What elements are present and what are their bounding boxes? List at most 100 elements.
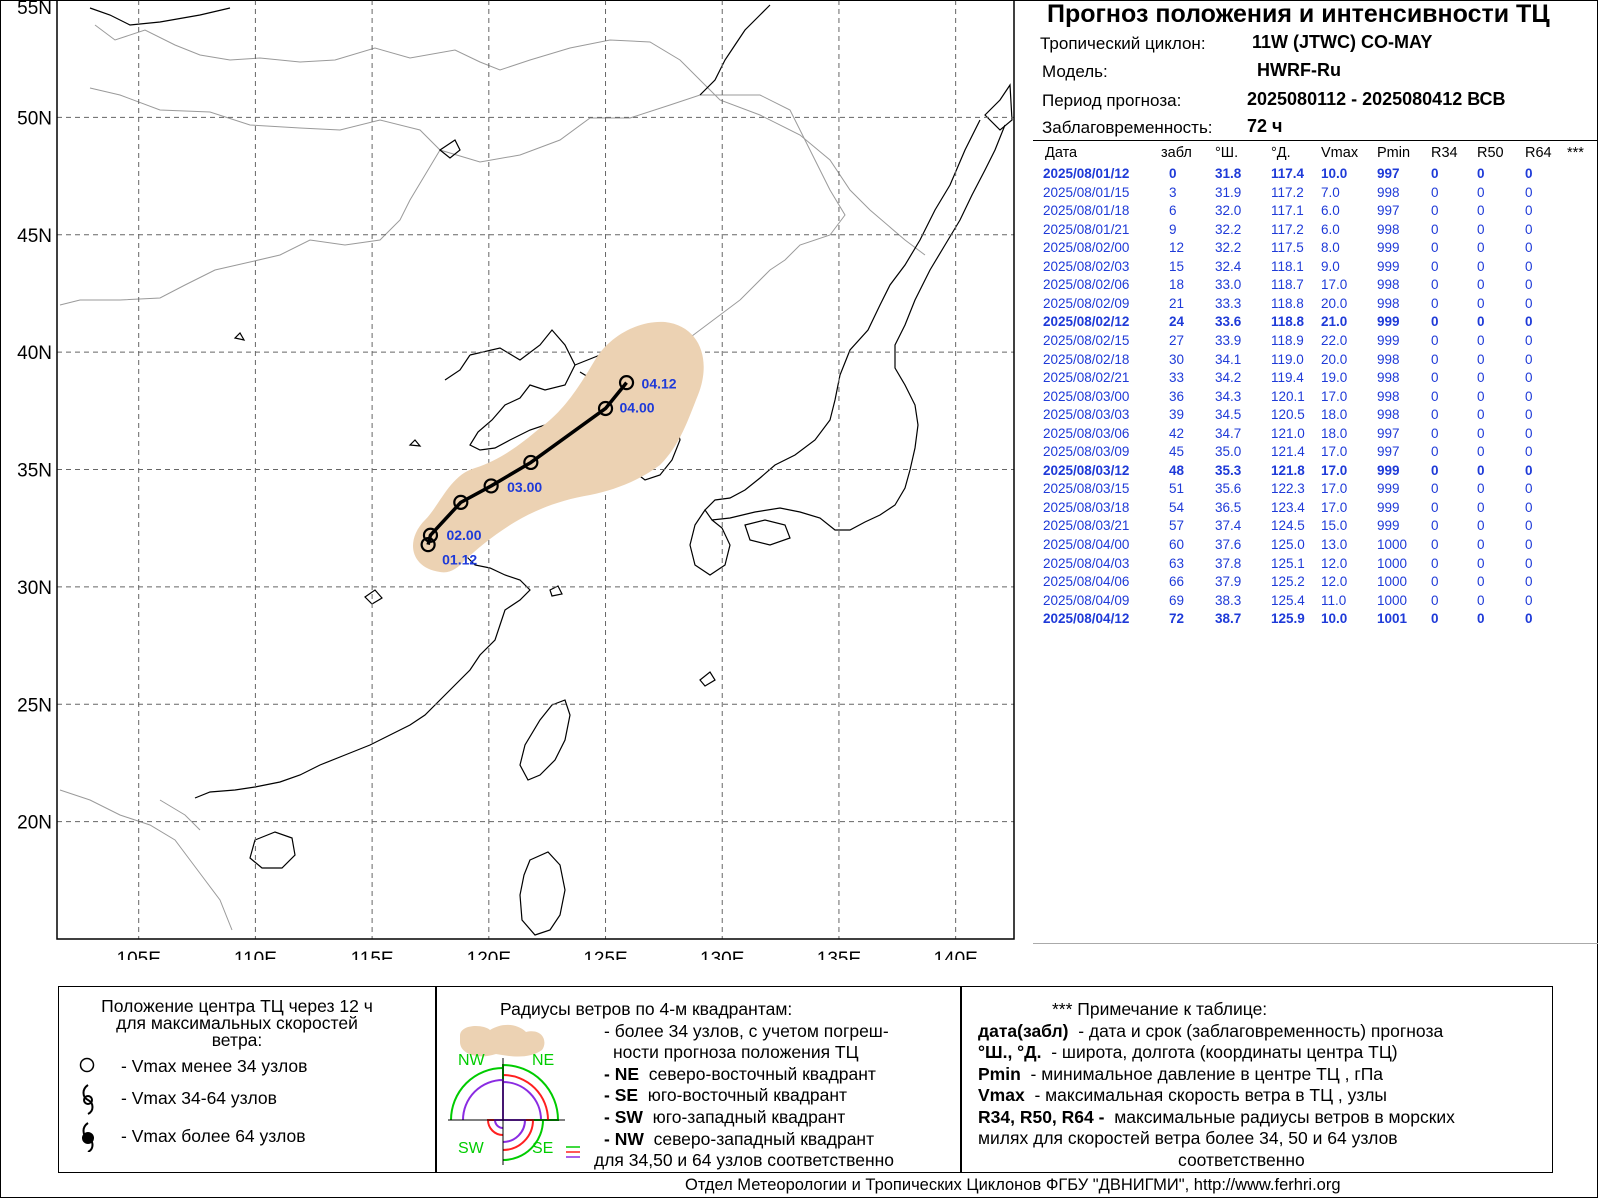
cyclone-value: 11W (JTWC) CO-MAY xyxy=(1252,32,1433,52)
uncertainty-swatch xyxy=(460,1024,545,1057)
table-cell: 0 xyxy=(1477,425,1485,441)
table-header-cell: °Д. xyxy=(1271,145,1291,161)
table-cell: 117.1 xyxy=(1271,203,1304,219)
track-point xyxy=(618,375,635,391)
table-cell: 998 xyxy=(1377,184,1400,200)
table-cell: 0 xyxy=(1525,203,1533,219)
forecast-title: Прогноз положения и интенсивности ТЦ xyxy=(1047,0,1550,28)
note-coords: °Ш., °Д. - широта, долгота (координаты ц… xyxy=(978,1042,1398,1063)
table-cell: 0 xyxy=(1477,555,1485,571)
nw-text: северо-западный квадрант xyxy=(653,1129,875,1149)
legend-track-title-line1: Положение центра ТЦ через 12 ч xyxy=(101,996,373,1016)
lat-tick-label: 30N xyxy=(17,578,52,599)
table-cell: 120.1 xyxy=(1271,388,1305,404)
table-cell: 38.3 xyxy=(1215,592,1242,608)
note-coords-key: °Ш., °Д. xyxy=(978,1042,1042,1062)
table-cell: 37.4 xyxy=(1215,518,1242,534)
table-cell: 999 xyxy=(1377,314,1400,330)
table-cell: 0 xyxy=(1477,444,1485,460)
table-cell: 2025/08/04/03 xyxy=(1043,555,1130,571)
table-cell: 0 xyxy=(1431,295,1439,311)
table-cell: 0 xyxy=(1477,258,1485,274)
table-cell: 998 xyxy=(1377,407,1400,423)
lat-tick-label: 35N xyxy=(17,461,52,482)
table-cell: 125.0 xyxy=(1271,537,1305,552)
table-cell: 998 xyxy=(1377,370,1400,386)
table-cell: 17.0 xyxy=(1321,499,1348,515)
table-cell: 2025/08/02/06 xyxy=(1043,277,1130,293)
legend-radii-last: для 34,50 и 64 узлов соответственно xyxy=(594,1150,895,1170)
table-cell: 0 xyxy=(1431,592,1439,608)
track-time-label: 02.00 xyxy=(446,527,481,543)
table-cell: 0 xyxy=(1431,555,1439,571)
table-cell: 36.5 xyxy=(1215,499,1242,515)
latitude-labels: 55N 50N 45N 40N 35N 30N 25N 20N xyxy=(17,0,52,834)
table-cell: 0 xyxy=(1525,370,1533,386)
table-cell: 2025/08/02/00 xyxy=(1043,240,1130,256)
se-50-arc xyxy=(502,1119,535,1151)
cyclone-label: Тропический циклон: xyxy=(1040,34,1206,53)
table-header-cell: R34 xyxy=(1431,145,1458,161)
forecast-track-line xyxy=(426,381,628,546)
table-cell: 122.3 xyxy=(1271,481,1305,497)
lat-tick-label: 40N xyxy=(17,343,52,364)
table-cell: 2025/08/04/00 xyxy=(1043,537,1130,552)
table-header-cell: Pmin xyxy=(1377,145,1411,161)
table-cell: 2025/08/04/12 xyxy=(1043,611,1130,627)
table-cell: 121.0 xyxy=(1271,425,1305,441)
track-point xyxy=(420,537,436,553)
table-cell: 1000 xyxy=(1377,574,1408,590)
note-radii: R34, R50, R64 - максимальные радиусы вет… xyxy=(978,1107,1455,1128)
table-cell: 119.0 xyxy=(1271,351,1304,367)
track-layer: 01.12 02.00 03.00 04.00 04.12 xyxy=(420,375,677,568)
table-cell: 0 xyxy=(1431,240,1439,256)
table-cell: 34.1 xyxy=(1215,351,1242,367)
legend-symbols xyxy=(79,1057,95,1152)
table-cell: 999 xyxy=(1377,481,1400,497)
table-cell: 119.4 xyxy=(1271,370,1304,386)
table-cell: 18 xyxy=(1169,277,1185,293)
table-cell: 30 xyxy=(1169,351,1185,367)
period-value: 2025080112 - 2025080412 ВСВ xyxy=(1247,89,1506,109)
table-cell: 3 xyxy=(1169,184,1177,200)
table-cell: 33.3 xyxy=(1215,295,1242,311)
table-cell: 34.2 xyxy=(1215,370,1242,386)
table-cell: 0 xyxy=(1525,314,1533,330)
table-cell: 31.8 xyxy=(1215,166,1242,181)
table-cell: 0 xyxy=(1525,295,1533,311)
nw-key: - NW xyxy=(604,1129,644,1149)
table-cell: 32.0 xyxy=(1215,203,1242,219)
table-cell: 0 xyxy=(1477,277,1485,293)
table-cell: 2025/08/01/15 xyxy=(1043,184,1130,200)
table-cell: 0 xyxy=(1431,537,1439,552)
lon-tick-label: 110E xyxy=(234,949,277,960)
table-cell: 0 xyxy=(1525,611,1533,627)
table-cell: 999 xyxy=(1377,499,1400,515)
table-cell: 0 xyxy=(1431,425,1439,441)
table-cell: 999 xyxy=(1377,462,1400,478)
ne-key: - NE xyxy=(604,1064,639,1084)
table-cell: 18.0 xyxy=(1321,425,1348,441)
table-cell: 9 xyxy=(1169,221,1177,237)
table-cell: 33.6 xyxy=(1215,314,1242,330)
se-text: юго-восточный квадрант xyxy=(647,1085,848,1105)
table-cell: 33 xyxy=(1169,370,1185,386)
track-point xyxy=(523,454,539,471)
table-cell: 32.2 xyxy=(1215,240,1242,256)
table-cell: 2025/08/02/12 xyxy=(1043,314,1130,330)
table-cell: 0 xyxy=(1525,277,1533,293)
table-cell: 32.2 xyxy=(1215,221,1242,237)
note-pmin-text: - минимальное давление в центре ТЦ , гПа xyxy=(1030,1064,1384,1084)
table-cell: 125.9 xyxy=(1271,611,1305,627)
table-cell: 45 xyxy=(1169,444,1185,460)
se-64-arc xyxy=(502,1119,527,1143)
sw-key: - SW xyxy=(604,1107,643,1127)
table-cell: 12.0 xyxy=(1321,555,1348,571)
table-cell: 118.9 xyxy=(1271,332,1304,348)
table-cell: 0 xyxy=(1477,203,1485,219)
table-cell: 1000 xyxy=(1377,592,1408,608)
nw-label: NW xyxy=(458,1052,486,1069)
table-cell: 2025/08/03/00 xyxy=(1043,388,1130,404)
table-cell: 37.6 xyxy=(1215,537,1242,552)
table-cell: 17.0 xyxy=(1321,277,1348,293)
